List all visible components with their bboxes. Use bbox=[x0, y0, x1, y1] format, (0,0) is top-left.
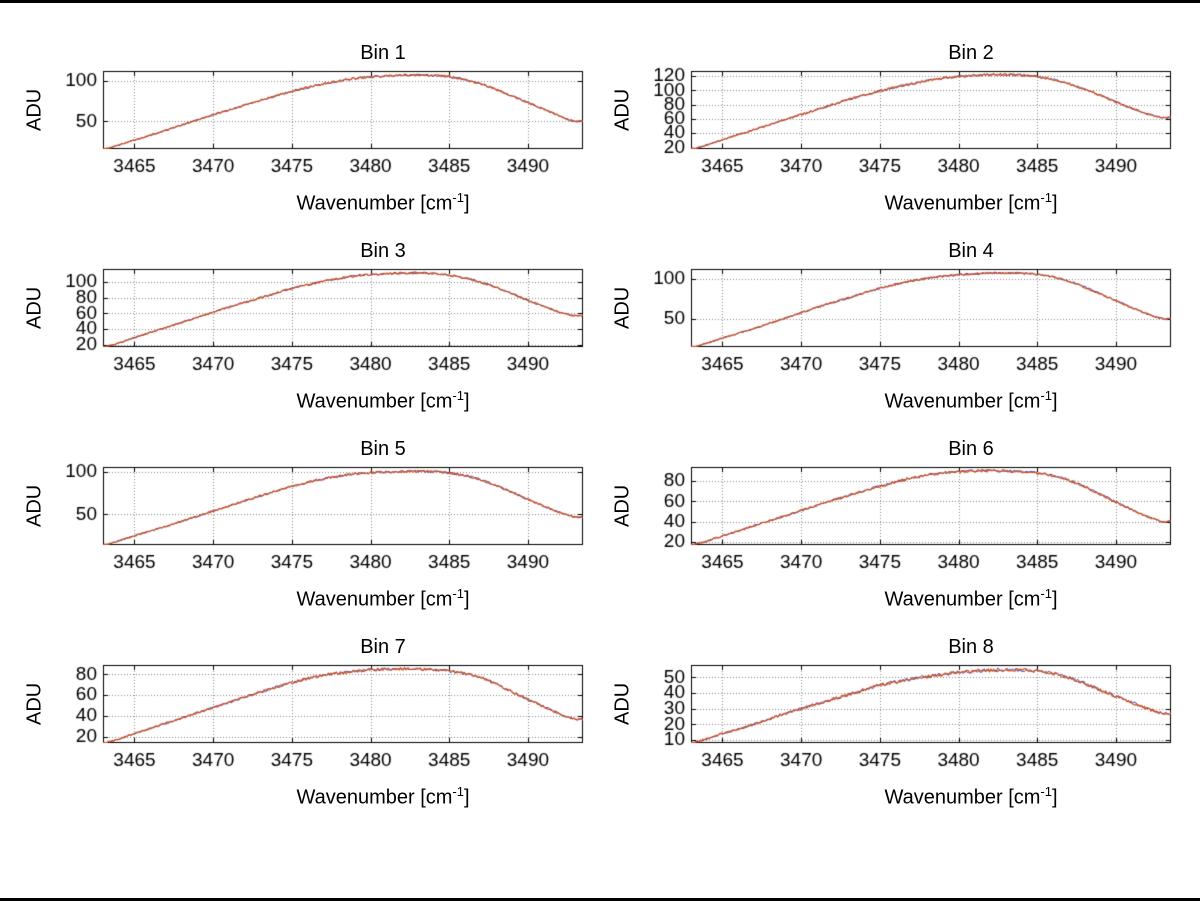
plot-row: ADU bbox=[22, 661, 592, 779]
plot-row: ADU bbox=[22, 265, 592, 383]
bottom-border-bar bbox=[0, 898, 1200, 901]
y-axis-label: ADU bbox=[23, 682, 46, 726]
y-axis-label: ADU bbox=[23, 88, 46, 132]
x-axis-label-sup: -1 bbox=[1040, 784, 1052, 799]
x-axis-label-pre: Wavenumber [cm bbox=[884, 390, 1041, 413]
plot-title-bin-3: Bin 3 bbox=[360, 240, 406, 262]
x-axis-label-pre: Wavenumber [cm bbox=[884, 588, 1041, 611]
plot-title-bin-5: Bin 5 bbox=[360, 438, 406, 460]
plot-canvas-bin-2 bbox=[636, 67, 1176, 185]
plot-title-bin-2: Bin 2 bbox=[948, 42, 994, 64]
y-axis-label: ADU bbox=[611, 484, 634, 528]
plot-canvas-bin-7 bbox=[48, 661, 588, 779]
x-axis-label-post: ] bbox=[1051, 390, 1058, 413]
plot-title-bin-4: Bin 4 bbox=[948, 240, 994, 262]
x-axis-label-sup: -1 bbox=[1040, 586, 1052, 601]
x-axis-label-post: ] bbox=[463, 192, 470, 215]
x-axis-label-post: ] bbox=[1051, 192, 1058, 215]
x-axis-label-pre: Wavenumber [cm bbox=[296, 390, 453, 413]
plot-canvas-bin-6 bbox=[636, 463, 1176, 581]
plot-row: ADU bbox=[22, 463, 592, 581]
plot-canvas-bin-1 bbox=[48, 67, 588, 185]
x-axis-label-pre: Wavenumber [cm bbox=[296, 192, 453, 215]
subplot-bin-2: Bin 2 ADU Wavenumber [cm-1] bbox=[610, 40, 1180, 238]
subplot-bin-8: Bin 8 ADU Wavenumber [cm-1] bbox=[610, 634, 1180, 832]
x-axis-label-post: ] bbox=[1051, 588, 1058, 611]
x-axis-label-pre: Wavenumber [cm bbox=[884, 192, 1041, 215]
plot-canvas-bin-8 bbox=[636, 661, 1176, 779]
x-axis-label: Wavenumber [cm-1] bbox=[22, 185, 666, 215]
plot-title-bin-1: Bin 1 bbox=[360, 42, 406, 64]
y-axis-label: ADU bbox=[611, 286, 634, 330]
plot-canvas-bin-3 bbox=[48, 265, 588, 383]
x-axis-label: Wavenumber [cm-1] bbox=[610, 779, 1200, 809]
y-axis-label: ADU bbox=[611, 88, 634, 132]
subplot-bin-4: Bin 4 ADU Wavenumber [cm-1] bbox=[610, 238, 1180, 436]
x-axis-label-pre: Wavenumber [cm bbox=[296, 588, 453, 611]
plot-row: ADU bbox=[610, 67, 1180, 185]
plot-row: ADU bbox=[610, 265, 1180, 383]
x-axis-label-sup: -1 bbox=[452, 190, 464, 205]
subplot-bin-6: Bin 6 ADU Wavenumber [cm-1] bbox=[610, 436, 1180, 634]
x-axis-label: Wavenumber [cm-1] bbox=[610, 185, 1200, 215]
x-axis-label: Wavenumber [cm-1] bbox=[22, 581, 666, 611]
plot-title-bin-6: Bin 6 bbox=[948, 438, 994, 460]
x-axis-label-post: ] bbox=[463, 786, 470, 809]
x-axis-label: Wavenumber [cm-1] bbox=[22, 779, 666, 809]
plot-row: ADU bbox=[22, 67, 592, 185]
plot-row: ADU bbox=[610, 661, 1180, 779]
x-axis-label: Wavenumber [cm-1] bbox=[22, 383, 666, 413]
x-axis-label-post: ] bbox=[463, 588, 470, 611]
x-axis-label: Wavenumber [cm-1] bbox=[610, 383, 1200, 413]
subplot-bin-5: Bin 5 ADU Wavenumber [cm-1] bbox=[22, 436, 592, 634]
x-axis-label-pre: Wavenumber [cm bbox=[296, 786, 453, 809]
plot-canvas-bin-5 bbox=[48, 463, 588, 581]
plot-title-bin-7: Bin 7 bbox=[360, 636, 406, 658]
x-axis-label-sup: -1 bbox=[452, 388, 464, 403]
plot-canvas-bin-4 bbox=[636, 265, 1176, 383]
x-axis-label-sup: -1 bbox=[452, 784, 464, 799]
plot-title-bin-8: Bin 8 bbox=[948, 636, 994, 658]
y-axis-label: ADU bbox=[23, 484, 46, 528]
y-axis-label: ADU bbox=[611, 682, 634, 726]
x-axis-label-pre: Wavenumber [cm bbox=[884, 786, 1041, 809]
x-axis-label: Wavenumber [cm-1] bbox=[610, 581, 1200, 611]
subplot-bin-3: Bin 3 ADU Wavenumber [cm-1] bbox=[22, 238, 592, 436]
y-axis-label: ADU bbox=[23, 286, 46, 330]
subplot-bin-7: Bin 7 ADU Wavenumber [cm-1] bbox=[22, 634, 592, 832]
x-axis-label-sup: -1 bbox=[1040, 388, 1052, 403]
subplot-bin-1: Bin 1 ADU Wavenumber [cm-1] bbox=[22, 40, 592, 238]
x-axis-label-sup: -1 bbox=[452, 586, 464, 601]
x-axis-label-post: ] bbox=[463, 390, 470, 413]
top-border-bar bbox=[0, 0, 1200, 3]
x-axis-label-post: ] bbox=[1051, 786, 1058, 809]
x-axis-label-sup: -1 bbox=[1040, 190, 1052, 205]
plot-row: ADU bbox=[610, 463, 1180, 581]
subplot-grid: Bin 1 ADU Wavenumber [cm-1] Bin 2 ADU Wa… bbox=[22, 40, 1180, 832]
